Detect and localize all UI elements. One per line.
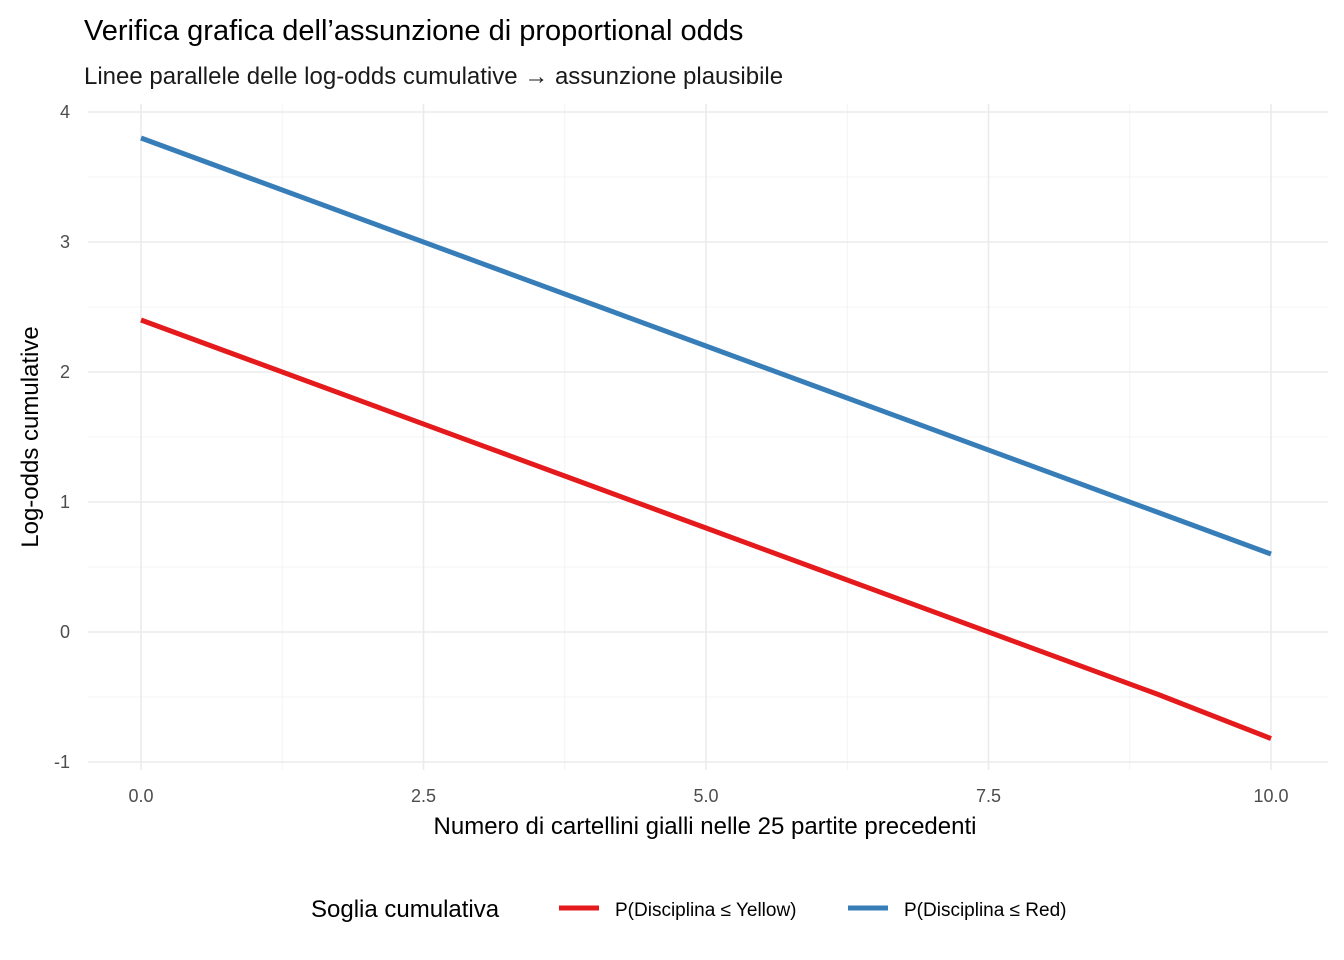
x-tick-label: 5.0	[693, 786, 718, 806]
legend-label-red: P(Disciplina ≤ Red)	[904, 900, 1066, 921]
chart-subtitle: Linee parallele delle log-odds cumulativ…	[84, 63, 783, 90]
x-tick-label: 7.5	[976, 786, 1001, 806]
y-tick-label: -1	[54, 752, 70, 772]
plot-grid	[88, 104, 1328, 770]
y-tick-label: 3	[60, 232, 70, 252]
x-tick-label: 10.0	[1253, 786, 1288, 806]
x-tick-label: 2.5	[411, 786, 436, 806]
chart-title: Verifica grafica dell’assunzione di prop…	[84, 15, 743, 47]
y-axis-title: Log-odds cumulative	[17, 326, 44, 547]
y-tick-label: 4	[60, 102, 70, 122]
legend-label-yellow: P(Disciplina ≤ Yellow)	[615, 900, 797, 921]
x-axis-title: Numero di cartellini gialli nelle 25 par…	[434, 813, 977, 840]
x-axis-ticks: 0.0 2.5 5.0 7.5 10.0	[128, 786, 1288, 806]
y-tick-label: 1	[60, 492, 70, 512]
y-axis-ticks: -1 0 1 2 3 4	[54, 102, 70, 772]
y-tick-label: 0	[60, 622, 70, 642]
series-line-0	[140, 317, 1272, 741]
legend: Soglia cumulativa P(Disciplina ≤ Yellow)…	[311, 896, 1066, 923]
series-line-1	[140, 135, 1272, 557]
x-tick-label: 0.0	[128, 786, 153, 806]
legend-title: Soglia cumulativa	[311, 896, 500, 923]
series-layer	[140, 135, 1272, 741]
y-tick-label: 2	[60, 362, 70, 382]
